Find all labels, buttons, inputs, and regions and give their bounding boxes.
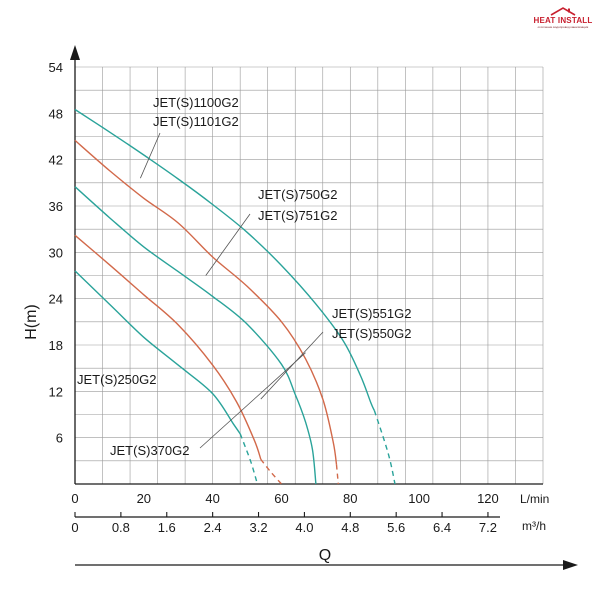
leader-line [199,352,306,449]
curve-series-1-dashed [335,464,339,485]
curve-label: JET(S)250G2 [77,372,156,387]
curve-series-0-dashed [373,410,396,485]
x-tick-label-m3h: 3.2 [249,520,267,535]
x-tick-label-m3h: 0.8 [112,520,130,535]
curve-series-1 [74,139,338,465]
x-tick-label-lmin: 0 [71,491,78,506]
brand-tagline: отопление водопровод канализация [537,25,589,29]
x-tick-label-lmin: 120 [477,491,499,506]
x-tick-label-m3h: 6.4 [433,520,451,535]
curve-series-3-dashed [260,458,283,485]
curves [74,108,396,485]
grid [75,66,544,484]
curve-label: JET(S)1100G2 [153,95,239,110]
house-logo-icon [550,7,576,16]
y-tick-label: 24 [49,292,63,307]
y-tick-label: 36 [49,199,63,214]
y-axis-label: H(m) [23,304,40,340]
x-tick-label-m3h: 0 [71,520,78,535]
curve-label: JET(S)550G2 [332,326,411,341]
leader-line [205,213,251,276]
x-tick-label-lmin: 20 [137,491,151,506]
x-tick-label-m3h: 4.8 [341,520,359,535]
x-tick-label-m3h: 7.2 [479,520,497,535]
x-tick-label-m3h: 2.4 [204,520,222,535]
x-tick-label-lmin: 100 [408,491,430,506]
x-axis-label: Q [319,547,331,564]
q-axis-arrow [563,560,578,570]
curve-series-3 [74,234,262,460]
curve-series-0 [74,108,376,411]
y-tick-label: 18 [49,338,63,353]
y-tick-label: 30 [49,245,63,260]
curve-label: JET(S)1101G2 [153,114,239,129]
curve-label: JET(S)751G2 [258,208,337,223]
annotations: JET(S)1100G2 JET(S)1101G2 JET(S)750G2 JET(S… [77,95,411,458]
x-unit-m3h: m³/h [522,519,546,533]
x-tick-label-lmin: 40 [205,491,219,506]
y-tick-label: 54 [49,60,63,75]
curve-series-4 [74,270,241,435]
axes: 6 12 18 24 30 36 42 48 54 H(m) 0 20 40 60 80 100 120 L/mi… [23,45,578,570]
x-tick-label-lmin: 80 [343,491,357,506]
y-tick-label: 6 [56,431,63,446]
x-unit-lmin: L/min [520,492,549,506]
y-tick-label: 48 [49,106,63,121]
y-tick-label: 12 [49,384,63,399]
curve-label: JET(S)370G2 [110,443,189,458]
curve-label: JET(S)750G2 [258,187,337,202]
x-tick-label-m3h: 5.6 [387,520,405,535]
curve-series-2 [74,186,317,485]
brand-name: HEAT INSTALL [533,16,593,25]
y-axis-arrow [70,45,80,60]
x-tick-label-lmin: 60 [274,491,288,506]
brand-logo: HEAT INSTALL отопление водопровод канали… [527,6,599,29]
x-tick-label-m3h: 1.6 [158,520,176,535]
curve-series-4-dashed [239,433,259,485]
curve-label: JET(S)551G2 [332,306,411,321]
y-tick-label: 42 [49,153,63,168]
x-tick-label-m3h: 4.0 [295,520,313,535]
leader-line [140,132,161,179]
